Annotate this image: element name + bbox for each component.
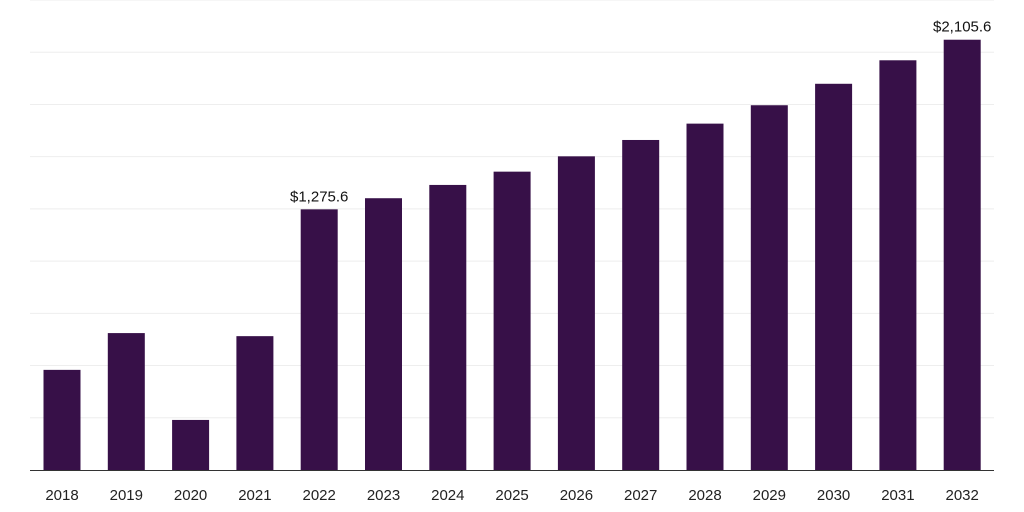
bar-2021 [236, 336, 274, 470]
x-tick-label: 2018 [45, 487, 78, 504]
bar-2024 [429, 184, 467, 470]
bar-2030 [815, 83, 853, 471]
x-tick-label: 2022 [303, 487, 336, 504]
bar-2018 [43, 369, 81, 470]
bar-2023 [365, 198, 402, 470]
x-tick-label: 2027 [624, 487, 657, 504]
x-tick-label: 2024 [431, 487, 464, 504]
x-tick-label: 2031 [881, 487, 914, 504]
bar-2025 [493, 171, 531, 471]
bar-2026 [557, 156, 595, 470]
data-label: $1,275.6 [290, 188, 348, 205]
data-label: $2,105.6 [933, 19, 991, 36]
x-tick-label: 2026 [560, 487, 593, 504]
x-tick-labels: 2018 2019 2020 2021 2022 2023 2024 2025 2026 2027… [45, 487, 979, 504]
bar-2028 [686, 123, 724, 470]
x-tick-label: 2025 [495, 487, 528, 504]
x-tick-label: 2021 [238, 487, 271, 504]
x-tick-label: 2028 [688, 487, 721, 504]
x-tick-label: 2023 [367, 487, 400, 504]
bar-2019 [107, 333, 145, 470]
bar-2032 [943, 39, 981, 470]
data-labels: $1,275.6 $2,105.6 [290, 19, 991, 206]
bar-2027 [622, 139, 660, 470]
bar-2031 [879, 60, 917, 471]
bar-2029 [750, 105, 788, 470]
bar-2022 [300, 209, 338, 470]
bar-2020 [172, 419, 210, 470]
x-tick-label: 2029 [753, 487, 786, 504]
bars [43, 39, 981, 471]
x-tick-label: 2020 [174, 487, 207, 504]
x-tick-label: 2019 [110, 487, 143, 504]
x-tick-label: 2032 [946, 487, 979, 504]
x-tick-label: 2030 [817, 487, 850, 504]
